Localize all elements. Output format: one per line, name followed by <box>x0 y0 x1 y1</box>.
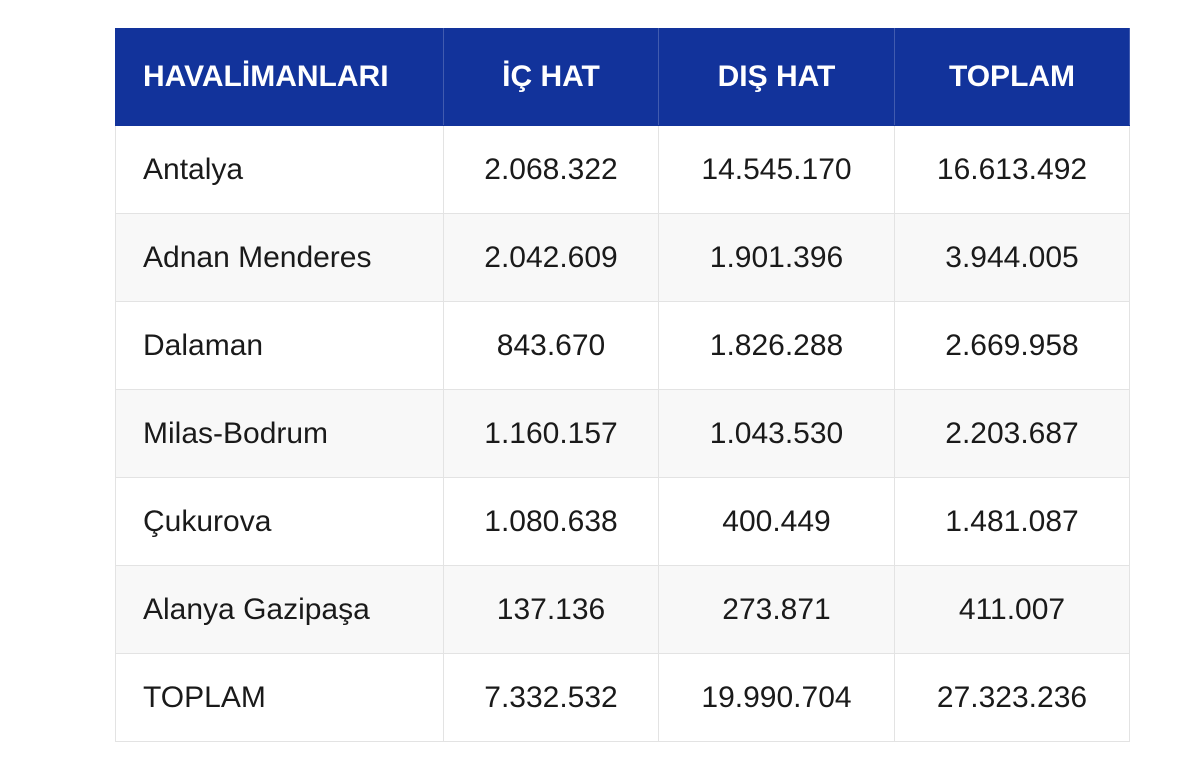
airport-name: Çukurova <box>115 477 444 566</box>
airport-name: Antalya <box>115 125 444 214</box>
table-row: TOPLAM 7.332.532 19.990.704 27.323.236 <box>115 653 1130 742</box>
airport-name: Adnan Menderes <box>115 213 444 302</box>
passenger-count: 1.826.288 <box>658 301 895 390</box>
passenger-count: 7.332.532 <box>443 653 659 742</box>
airport-name: Dalaman <box>115 301 444 390</box>
airport-name: TOPLAM <box>115 653 444 742</box>
passenger-count: 2.669.958 <box>894 301 1130 390</box>
passenger-count: 19.990.704 <box>658 653 895 742</box>
airport-name: Alanya Gazipaşa <box>115 565 444 654</box>
passenger-count: 16.613.492 <box>894 125 1130 214</box>
table-row: Antalya 2.068.322 14.545.170 16.613.492 <box>115 125 1130 214</box>
passenger-count: 1.043.530 <box>658 389 895 478</box>
table-row: Milas-Bodrum 1.160.157 1.043.530 2.203.687 <box>115 389 1130 478</box>
table-header: HAVALİMANLARI İÇ HAT DIŞ HAT TOPLAM <box>115 28 1130 126</box>
passenger-count: 411.007 <box>894 565 1130 654</box>
passenger-count: 400.449 <box>658 477 895 566</box>
passenger-count: 1.481.087 <box>894 477 1130 566</box>
passenger-count: 2.068.322 <box>443 125 659 214</box>
passenger-count: 1.080.638 <box>443 477 659 566</box>
table-row: Adnan Menderes 2.042.609 1.901.396 3.944.00… <box>115 213 1130 302</box>
header-cell: İÇ HAT <box>443 28 659 126</box>
header-cell: HAVALİMANLARI <box>115 28 444 126</box>
airport-name: Milas-Bodrum <box>115 389 444 478</box>
table-row: Dalaman 843.670 1.826.288 2.669.958 <box>115 301 1130 390</box>
passenger-count: 843.670 <box>443 301 659 390</box>
passenger-count: 2.042.609 <box>443 213 659 302</box>
header-row: HAVALİMANLARI İÇ HAT DIŞ HAT TOPLAM <box>115 28 1130 126</box>
passenger-count: 1.901.396 <box>658 213 895 302</box>
passenger-count: 14.545.170 <box>658 125 895 214</box>
passenger-count: 1.160.157 <box>443 389 659 478</box>
header-cell: DIŞ HAT <box>658 28 895 126</box>
passenger-count: 137.136 <box>443 565 659 654</box>
passenger-count: 273.871 <box>658 565 895 654</box>
passenger-count: 27.323.236 <box>894 653 1130 742</box>
passenger-count: 3.944.005 <box>894 213 1130 302</box>
airport-table: HAVALİMANLARI İÇ HAT DIŞ HAT TOPLAM Antalya… <box>115 28 1130 742</box>
passenger-count: 2.203.687 <box>894 389 1130 478</box>
table-row: Alanya Gazipaşa 137.136 273.871 411.007 <box>115 565 1130 654</box>
header-cell: TOPLAM <box>894 28 1130 126</box>
table-row: Çukurova 1.080.638 400.449 1.481.087 <box>115 477 1130 566</box>
table-body: Antalya 2.068.322 14.545.170 16.613.492 Adna… <box>115 125 1130 742</box>
